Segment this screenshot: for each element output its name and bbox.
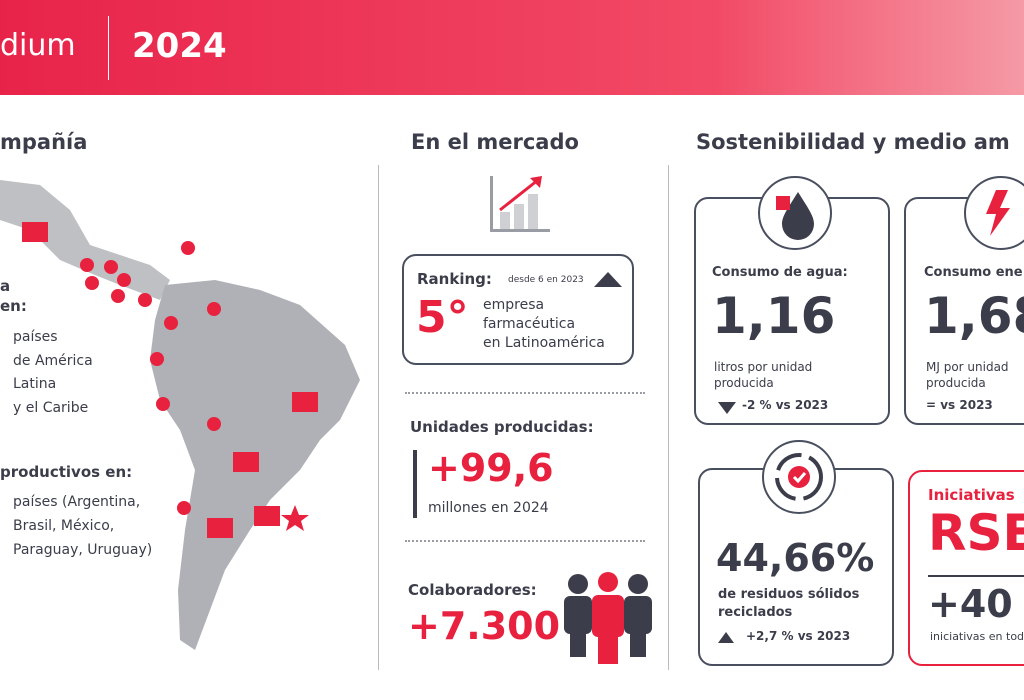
text-line: empresa <box>483 297 545 313</box>
card-lines: de residuos sólidos reciclados <box>718 586 859 622</box>
energy-icon <box>964 176 1024 250</box>
text-line: producida <box>714 376 774 390</box>
card-change: -2 % vs 2023 <box>742 398 829 412</box>
people-icon <box>564 572 652 664</box>
ranking-label: Ranking: <box>417 270 492 288</box>
card-label: Consumo de agua: <box>712 265 848 280</box>
card-lines: litros por unidad producida <box>714 359 812 391</box>
plants-lines: países (Argentina, Brasil, México, Paragua… <box>13 490 152 562</box>
down-arrow <box>718 402 736 414</box>
card-value: RSE <box>928 504 1024 562</box>
text-line: reciclados <box>718 605 793 620</box>
text-line: MJ por unidad <box>926 360 1009 374</box>
card-change: +2,7 % vs 2023 <box>746 629 851 643</box>
water-icon <box>758 176 832 250</box>
separator <box>405 392 645 394</box>
text-line: Paraguay, Uruguay) <box>13 542 153 558</box>
ranking-lines: empresa farmacéutica en Latinoamérica <box>483 296 605 353</box>
text-line: Latina <box>13 376 57 392</box>
text-line: en: <box>0 297 27 315</box>
header-year: 2024 <box>132 26 227 66</box>
section-title: En el mercado <box>411 130 579 154</box>
card-lines: MJ por unidad producida <box>926 359 1009 391</box>
text-line: y el Caribe <box>13 399 89 416</box>
text-line: países <box>13 329 58 345</box>
divider <box>378 165 379 670</box>
units-label: Unidades producidas: <box>410 418 594 436</box>
text-line: países (Argentina, <box>13 494 141 510</box>
rse-card: Iniciativas RSE +40 iniciativas en tod <box>908 470 1024 666</box>
staff-label: Colaboradores: <box>408 581 537 599</box>
ranking-card: Ranking: desde 6 en 2023 5° empresa farma… <box>402 254 634 365</box>
card-label: Iniciativas <box>928 486 1015 504</box>
header-divider <box>108 16 109 80</box>
bolt <box>986 190 1010 236</box>
section-title: mpañía <box>0 130 88 154</box>
card-label: Consumo ene <box>924 265 1023 280</box>
water-card: Consumo de agua: 1,16 litros por unidad p… <box>694 197 890 425</box>
card-change: = vs 2023 <box>926 398 993 412</box>
ranking-value: 5° <box>416 292 469 343</box>
card-value: 44,66% <box>716 536 875 580</box>
plants-heading: productivos en: <box>0 463 133 481</box>
recycle <box>775 453 823 501</box>
drop <box>776 192 814 240</box>
card-value: 1,68 <box>924 287 1024 345</box>
map-north <box>0 180 170 300</box>
staff-value: +7.300 <box>408 604 561 648</box>
text-line: a <box>0 277 11 295</box>
recycle-icon <box>762 440 836 514</box>
map <box>0 180 360 650</box>
header-band <box>0 0 1024 95</box>
energy-card: Consumo ene 1,68 MJ por unidadproducida … <box>904 197 1024 425</box>
presence-lines: países de América Latina y el Caribe <box>13 326 93 420</box>
card-caption: iniciativas en tod <box>930 630 1024 643</box>
text-line: de residuos sólidos <box>718 587 860 602</box>
presence-heading: a en: <box>0 276 27 316</box>
units-bar <box>413 450 417 518</box>
map-dots <box>22 222 318 538</box>
text-line: Brasil, México, <box>13 518 115 534</box>
section-title: Sostenibilidad y medio am <box>696 130 1010 154</box>
text-line: de América <box>13 352 93 369</box>
card-sub-value: +40 <box>928 582 1013 626</box>
ranking-note: desde 6 en 2023 <box>508 275 584 285</box>
divider <box>668 165 669 670</box>
units-value: +99,6 <box>428 446 554 490</box>
growth-icon <box>490 176 550 232</box>
text-line: en Latinoamérica <box>483 335 605 351</box>
units-caption: millones en 2024 <box>428 500 549 516</box>
up-arrow <box>594 272 622 287</box>
header-title: dium <box>0 28 76 63</box>
card-value: 1,16 <box>712 287 836 345</box>
text-line: farmacéutica <box>483 316 576 332</box>
up-arrow <box>718 632 734 643</box>
separator <box>405 540 645 542</box>
text-line: producida <box>926 376 986 390</box>
text-line: litros por unidad <box>714 360 813 374</box>
rule <box>928 575 1024 577</box>
